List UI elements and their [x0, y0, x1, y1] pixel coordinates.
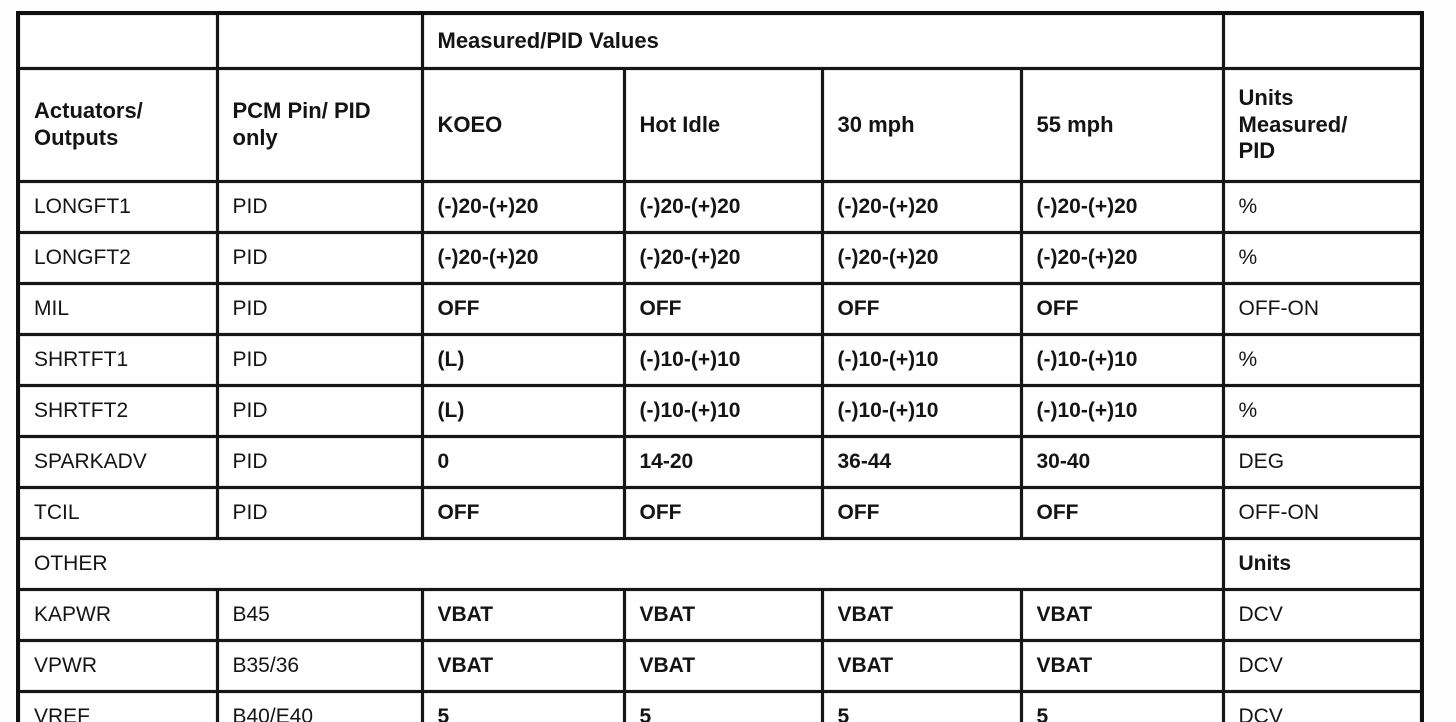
pin-cell: PID: [215, 231, 424, 285]
units-cell: OFF-ON: [1221, 282, 1424, 336]
column-header-30mph: 30 mph: [820, 67, 1023, 183]
row-label: LONGFT2: [16, 231, 219, 285]
koeo-value: 5: [420, 690, 626, 722]
table-row-shrtft1: SHRTFT1 PID (L) (-)10-(+)10 (-)10-(+)10 …: [16, 333, 1424, 387]
30mph-value: VBAT: [820, 588, 1023, 642]
pin-cell: PID: [215, 180, 424, 234]
section-label: OTHER: [16, 537, 1225, 591]
table-row-vpwr: VPWR B35/36 VBAT VBAT VBAT VBAT DCV: [16, 639, 1424, 693]
pin-cell: PID: [215, 333, 424, 387]
30mph-value: (-)20-(+)20: [820, 231, 1023, 285]
hot-idle-value: (-)20-(+)20: [622, 180, 824, 234]
hot-idle-value: (-)10-(+)10: [622, 333, 824, 387]
table-row-vref: VREF B40/E40 5 5 5 5 DCV: [16, 690, 1424, 722]
units-cell: %: [1221, 333, 1424, 387]
column-header-row: Actuators/ Outputs PCM Pin/ PID only KOE…: [16, 67, 1424, 183]
table-row-shrtft2: SHRTFT2 PID (L) (-)10-(+)10 (-)10-(+)10 …: [16, 384, 1424, 438]
table-title: Measured/PID Values: [420, 11, 1225, 70]
55mph-value: VBAT: [1019, 588, 1225, 642]
units-cell: %: [1221, 180, 1424, 234]
units-cell: %: [1221, 384, 1424, 438]
koeo-value: VBAT: [420, 588, 626, 642]
column-header-units: Units Measured/ PID: [1221, 67, 1424, 183]
koeo-value: (-)20-(+)20: [420, 180, 626, 234]
row-label: KAPWR: [16, 588, 219, 642]
row-label: SHRTFT2: [16, 384, 219, 438]
table-title-row: Measured/PID Values: [16, 11, 1424, 70]
pin-cell: B40/E40: [215, 690, 424, 722]
table-row-sparkadv: SPARKADV PID 0 14-20 36-44 30-40 DEG: [16, 435, 1424, 489]
section-units-header: Units: [1221, 537, 1424, 591]
column-header-actuators: Actuators/ Outputs: [16, 67, 219, 183]
row-label: SHRTFT1: [16, 333, 219, 387]
koeo-value: (L): [420, 384, 626, 438]
pid-values-table: Measured/PID Values Actuators/ Outputs P…: [16, 11, 1425, 722]
row-label: VPWR: [16, 639, 219, 693]
hot-idle-value: (-)10-(+)10: [622, 384, 824, 438]
30mph-value: (-)10-(+)10: [820, 333, 1023, 387]
55mph-value: 30-40: [1019, 435, 1225, 489]
row-label: SPARKADV: [16, 435, 219, 489]
units-cell: %: [1221, 231, 1424, 285]
column-header-55mph: 55 mph: [1019, 67, 1225, 183]
55mph-value: (-)10-(+)10: [1019, 384, 1225, 438]
row-label: LONGFT1: [16, 180, 219, 234]
hot-idle-value: VBAT: [622, 588, 824, 642]
row-label: TCIL: [16, 486, 219, 540]
hot-idle-value: 14-20: [622, 435, 824, 489]
table-row-mil: MIL PID OFF OFF OFF OFF OFF-ON: [16, 282, 1424, 336]
30mph-value: OFF: [820, 486, 1023, 540]
units-cell: OFF-ON: [1221, 486, 1424, 540]
hot-idle-value: OFF: [622, 486, 824, 540]
pin-cell: PID: [215, 435, 424, 489]
55mph-value: 5: [1019, 690, 1225, 722]
55mph-value: VBAT: [1019, 639, 1225, 693]
units-cell: DCV: [1221, 690, 1424, 722]
30mph-value: 5: [820, 690, 1023, 722]
55mph-value: OFF: [1019, 486, 1225, 540]
hot-idle-value: VBAT: [622, 639, 824, 693]
blank-cell: [16, 11, 219, 70]
30mph-value: (-)10-(+)10: [820, 384, 1023, 438]
pin-cell: PID: [215, 486, 424, 540]
table-row-longft1: LONGFT1 PID (-)20-(+)20 (-)20-(+)20 (-)2…: [16, 180, 1424, 234]
30mph-value: (-)20-(+)20: [820, 180, 1023, 234]
units-cell: DCV: [1221, 588, 1424, 642]
units-cell: DCV: [1221, 639, 1424, 693]
hot-idle-value: OFF: [622, 282, 824, 336]
row-label: MIL: [16, 282, 219, 336]
table-row-kapwr: KAPWR B45 VBAT VBAT VBAT VBAT DCV: [16, 588, 1424, 642]
hot-idle-value: (-)20-(+)20: [622, 231, 824, 285]
55mph-value: (-)20-(+)20: [1019, 231, 1225, 285]
section-row-other: OTHER Units: [16, 537, 1424, 591]
blank-cell: [215, 11, 424, 70]
units-cell: DEG: [1221, 435, 1424, 489]
pin-cell: B35/36: [215, 639, 424, 693]
koeo-value: OFF: [420, 282, 626, 336]
hot-idle-value: 5: [622, 690, 824, 722]
pin-cell: PID: [215, 282, 424, 336]
table-row-tcil: TCIL PID OFF OFF OFF OFF OFF-ON: [16, 486, 1424, 540]
column-header-koeo: KOEO: [420, 67, 626, 183]
column-header-pcm-pin: PCM Pin/ PID only: [215, 67, 424, 183]
30mph-value: OFF: [820, 282, 1023, 336]
koeo-value: (-)20-(+)20: [420, 231, 626, 285]
blank-cell: [1221, 11, 1424, 70]
koeo-value: (L): [420, 333, 626, 387]
koeo-value: 0: [420, 435, 626, 489]
30mph-value: VBAT: [820, 639, 1023, 693]
table-row-longft2: LONGFT2 PID (-)20-(+)20 (-)20-(+)20 (-)2…: [16, 231, 1424, 285]
30mph-value: 36-44: [820, 435, 1023, 489]
55mph-value: OFF: [1019, 282, 1225, 336]
column-header-hot-idle: Hot Idle: [622, 67, 824, 183]
55mph-value: (-)10-(+)10: [1019, 333, 1225, 387]
pin-cell: PID: [215, 384, 424, 438]
row-label: VREF: [16, 690, 219, 722]
pin-cell: B45: [215, 588, 424, 642]
55mph-value: (-)20-(+)20: [1019, 180, 1225, 234]
koeo-value: OFF: [420, 486, 626, 540]
koeo-value: VBAT: [420, 639, 626, 693]
